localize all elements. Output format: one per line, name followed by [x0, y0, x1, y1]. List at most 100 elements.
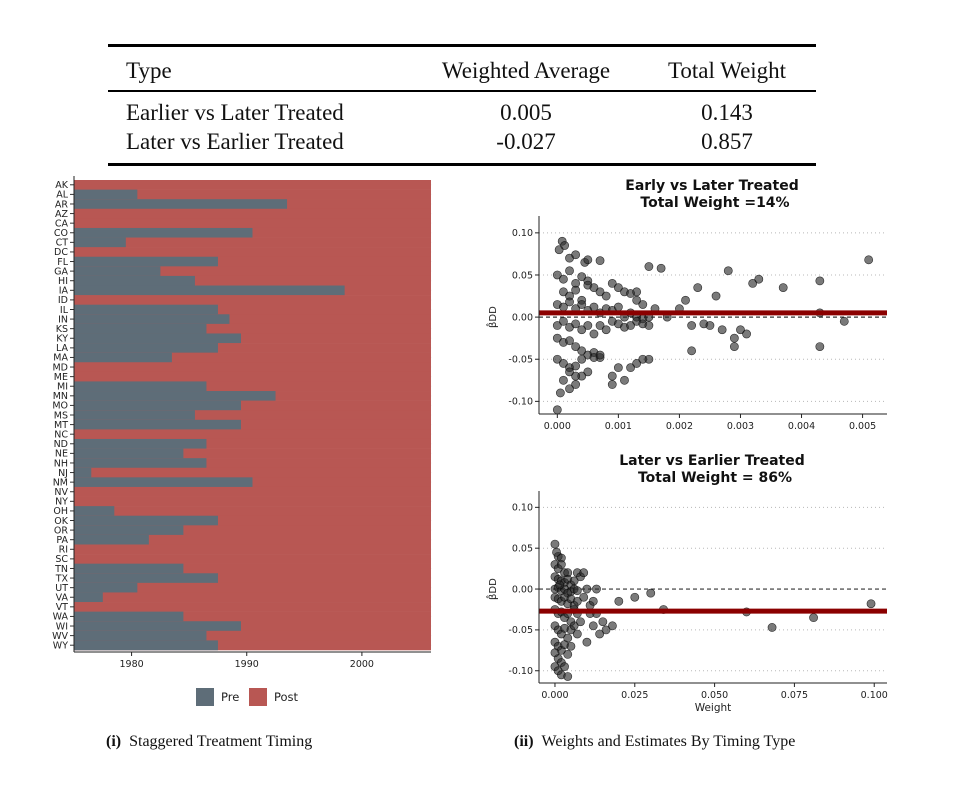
table-mid-rule — [108, 90, 816, 92]
state-label: KS — [56, 324, 68, 335]
pre-bar — [74, 285, 345, 296]
data-point — [595, 256, 605, 266]
legend-pre-label: Pre — [221, 690, 239, 704]
x-tick-label: 0.003 — [727, 421, 754, 432]
data-point — [588, 621, 598, 631]
x-tick-label: 0.100 — [861, 690, 888, 701]
data-point — [620, 375, 629, 385]
data-point — [577, 300, 587, 309]
data-point — [754, 274, 764, 284]
state-label: KY — [56, 334, 68, 345]
pre-bar — [74, 237, 126, 248]
post-bar — [74, 314, 431, 325]
data-point — [748, 279, 758, 288]
post-bar — [74, 323, 431, 334]
pre-bar — [74, 323, 207, 334]
data-point — [566, 641, 576, 651]
post-bar — [74, 630, 431, 641]
data-point — [555, 388, 565, 398]
data-point — [644, 262, 654, 271]
y-tick-label: -0.05 — [508, 625, 533, 636]
post-bar — [74, 544, 431, 555]
x-tick-label: 0.002 — [666, 421, 693, 432]
post-bar — [74, 592, 431, 603]
state-label: MN — [53, 391, 68, 402]
pre-bar — [74, 448, 184, 459]
data-point — [583, 321, 593, 330]
post-bar — [74, 208, 431, 219]
table-row: Later vs Earlier Treated -0.027 0.857 — [108, 127, 816, 156]
data-point — [644, 354, 654, 364]
table-bottom-rule — [108, 162, 816, 166]
row-weighted-average: 0.005 — [500, 99, 552, 125]
y-tick-label: -0.10 — [508, 666, 533, 677]
x-tick-label: 1980 — [119, 659, 143, 670]
post-bar — [74, 438, 431, 449]
data-point — [601, 625, 611, 635]
data-point — [550, 539, 560, 549]
state-label: NE — [55, 449, 68, 460]
data-point — [583, 255, 593, 265]
data-point — [711, 291, 721, 301]
data-point — [550, 648, 560, 658]
state-label: MT — [54, 420, 68, 431]
data-point — [556, 560, 566, 569]
pre-bar — [74, 275, 195, 286]
chart-title: Early vs Later Treated — [625, 178, 798, 194]
state-label: TX — [55, 573, 69, 584]
legend-post-label: Post — [274, 690, 299, 704]
data-point — [839, 316, 849, 326]
caption-right: (ii) Weights and Estimates By Timing Type — [514, 733, 795, 751]
header-weighted-average: Weighted Average — [441, 58, 611, 83]
y-axis-label: β̂DD — [485, 578, 499, 600]
state-label: AL — [56, 190, 68, 201]
row-weighted-average: -0.027 — [496, 128, 556, 154]
table-top-rule — [108, 44, 816, 47]
data-point — [595, 350, 605, 360]
post-bar — [74, 429, 431, 440]
chart-subtitle: Total Weight =14% — [640, 195, 789, 211]
post-bar — [74, 496, 431, 507]
caption-right-number: (ii) — [514, 733, 534, 750]
header-total-weight: Total Weight — [667, 58, 787, 83]
data-point — [552, 354, 562, 364]
state-label: OR — [54, 525, 68, 536]
data-point — [572, 596, 582, 606]
pre-bar — [74, 410, 195, 421]
data-point — [579, 568, 589, 578]
post-bar — [74, 400, 431, 411]
post-bar — [74, 295, 431, 305]
pre-bar — [74, 640, 218, 651]
data-point — [589, 283, 599, 293]
post-bar — [74, 534, 431, 545]
pre-bar — [74, 458, 207, 469]
post-bar — [74, 506, 431, 517]
data-point — [560, 662, 569, 672]
state-label: WY — [53, 641, 68, 652]
state-label: ND — [54, 439, 68, 450]
state-label: IN — [58, 314, 68, 325]
data-point — [563, 650, 573, 659]
data-point — [601, 325, 611, 335]
pre-bar — [74, 400, 241, 411]
state-label: IL — [60, 305, 69, 316]
post-bar — [74, 515, 431, 526]
data-point — [571, 342, 581, 351]
row-total-weight: 0.857 — [701, 128, 753, 154]
data-point — [577, 272, 587, 282]
data-point — [736, 325, 745, 335]
state-label: NH — [54, 458, 68, 469]
post-bar — [74, 611, 431, 622]
data-point — [589, 302, 599, 312]
pre-bar — [74, 563, 184, 574]
post-bar — [74, 381, 431, 392]
state-label: MS — [54, 410, 68, 421]
y-tick-label: 0.05 — [512, 270, 533, 281]
pre-bar — [74, 314, 230, 325]
post-bar — [74, 458, 431, 469]
data-point — [569, 621, 579, 631]
pre-bar — [74, 352, 172, 363]
state-label: VA — [56, 593, 69, 604]
summary-table: Type Weighted Average Total Weight Earli… — [108, 44, 816, 166]
